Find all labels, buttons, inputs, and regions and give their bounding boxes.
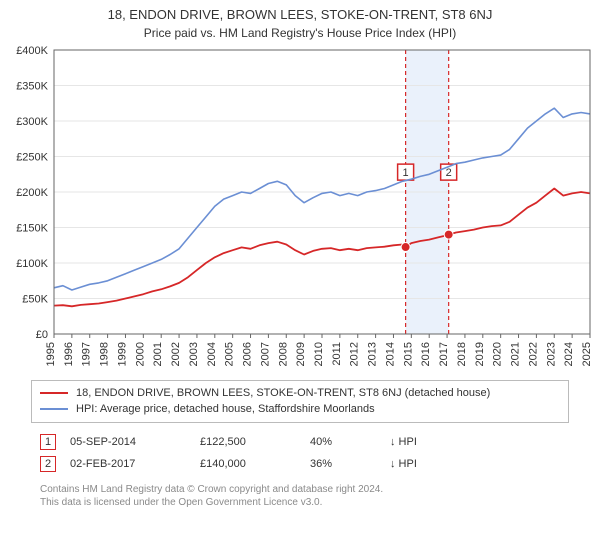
x-tick-label: 2021 <box>510 342 522 366</box>
x-tick-label: 2018 <box>456 342 468 366</box>
x-tick-label: 2013 <box>367 342 379 366</box>
event-row: 1 05-SEP-2014£122,50040%↓ HPI <box>40 431 560 453</box>
event-price: £140,000 <box>200 458 310 470</box>
events-table: 1 05-SEP-2014£122,50040%↓ HPI 2 02-FEB-2017… <box>40 431 560 475</box>
x-tick-label: 1998 <box>99 342 111 366</box>
x-tick-label: 2024 <box>563 342 575 366</box>
x-tick-label: 2014 <box>384 342 396 366</box>
x-tick-label: 2023 <box>545 342 557 366</box>
x-tick-label: 2006 <box>242 342 254 366</box>
event-badge-label: 1 <box>403 167 409 179</box>
x-tick-label: 2001 <box>152 342 164 366</box>
page-title: 18, ENDON DRIVE, BROWN LEES, STOKE-ON-TR… <box>0 0 600 24</box>
event-badge: 2 <box>40 456 56 472</box>
x-tick-label: 2012 <box>349 342 361 366</box>
x-tick-label: 1999 <box>116 342 128 366</box>
x-tick-label: 2025 <box>581 342 593 366</box>
y-tick-label: £300K <box>16 116 48 128</box>
event-date: 05-SEP-2014 <box>70 436 200 448</box>
x-tick-label: 2000 <box>134 342 146 366</box>
footnote-line: Contains HM Land Registry data © Crown c… <box>40 483 560 496</box>
chart-container: 18, ENDON DRIVE, BROWN LEES, STOKE-ON-TR… <box>0 0 600 560</box>
y-tick-label: £100K <box>16 258 48 270</box>
x-tick-label: 2010 <box>313 342 325 366</box>
x-tick-label: 2007 <box>259 342 271 366</box>
x-tick-label: 2003 <box>188 342 200 366</box>
legend-swatch <box>40 408 68 410</box>
x-tick-label: 2009 <box>295 342 307 366</box>
legend-row: 18, ENDON DRIVE, BROWN LEES, STOKE-ON-TR… <box>40 385 560 402</box>
x-tick-label: 1996 <box>63 342 75 366</box>
event-price: £122,500 <box>200 436 310 448</box>
x-tick-label: 2004 <box>206 342 218 366</box>
y-tick-label: £400K <box>16 45 48 57</box>
y-tick-label: £150K <box>16 222 48 234</box>
legend-row: HPI: Average price, detached house, Staf… <box>40 401 560 418</box>
legend-swatch <box>40 392 68 394</box>
event-pct: 40% <box>310 436 390 448</box>
legend-label: HPI: Average price, detached house, Staf… <box>76 401 375 418</box>
x-tick-label: 2019 <box>474 342 486 366</box>
x-tick-label: 1997 <box>81 342 93 366</box>
event-note: ↓ HPI <box>390 436 490 448</box>
legend-label: 18, ENDON DRIVE, BROWN LEES, STOKE-ON-TR… <box>76 385 490 402</box>
x-tick-label: 2016 <box>420 342 432 366</box>
page-subtitle: Price paid vs. HM Land Registry's House … <box>0 24 600 44</box>
x-tick-label: 2022 <box>527 342 539 366</box>
price-chart: £0 £50K £100K £150K £200K £250K £300K £350K £400… <box>0 44 600 374</box>
event-badge: 1 <box>40 434 56 450</box>
x-tick-label: 1995 <box>45 342 57 366</box>
chart-wrap: £0 £50K £100K £150K £200K £250K £300K £350K £400… <box>0 44 600 374</box>
x-tick-label: 2011 <box>331 342 343 366</box>
x-tick-label: 2002 <box>170 342 182 366</box>
x-tick-label: 2008 <box>277 342 289 366</box>
x-tick-label: 2020 <box>492 342 504 366</box>
x-tick-label: 2017 <box>438 342 450 366</box>
y-tick-label: £200K <box>16 187 48 199</box>
footnote-line: This data is licensed under the Open Gov… <box>40 496 560 509</box>
event-note: ↓ HPI <box>390 458 490 470</box>
footnote: Contains HM Land Registry data © Crown c… <box>40 483 560 509</box>
legend-box: 18, ENDON DRIVE, BROWN LEES, STOKE-ON-TR… <box>31 380 569 423</box>
x-tick-label: 2015 <box>402 342 414 366</box>
y-tick-label: £50K <box>22 293 48 305</box>
event-date: 02-FEB-2017 <box>70 458 200 470</box>
x-tick-label: 2005 <box>224 342 236 366</box>
y-tick-label: £0 <box>36 329 48 341</box>
event-badge-label: 2 <box>446 167 452 179</box>
y-tick-label: £250K <box>16 151 48 163</box>
event-pct: 36% <box>310 458 390 470</box>
y-tick-label: £350K <box>16 80 48 92</box>
event-row: 2 02-FEB-2017£140,00036%↓ HPI <box>40 453 560 475</box>
